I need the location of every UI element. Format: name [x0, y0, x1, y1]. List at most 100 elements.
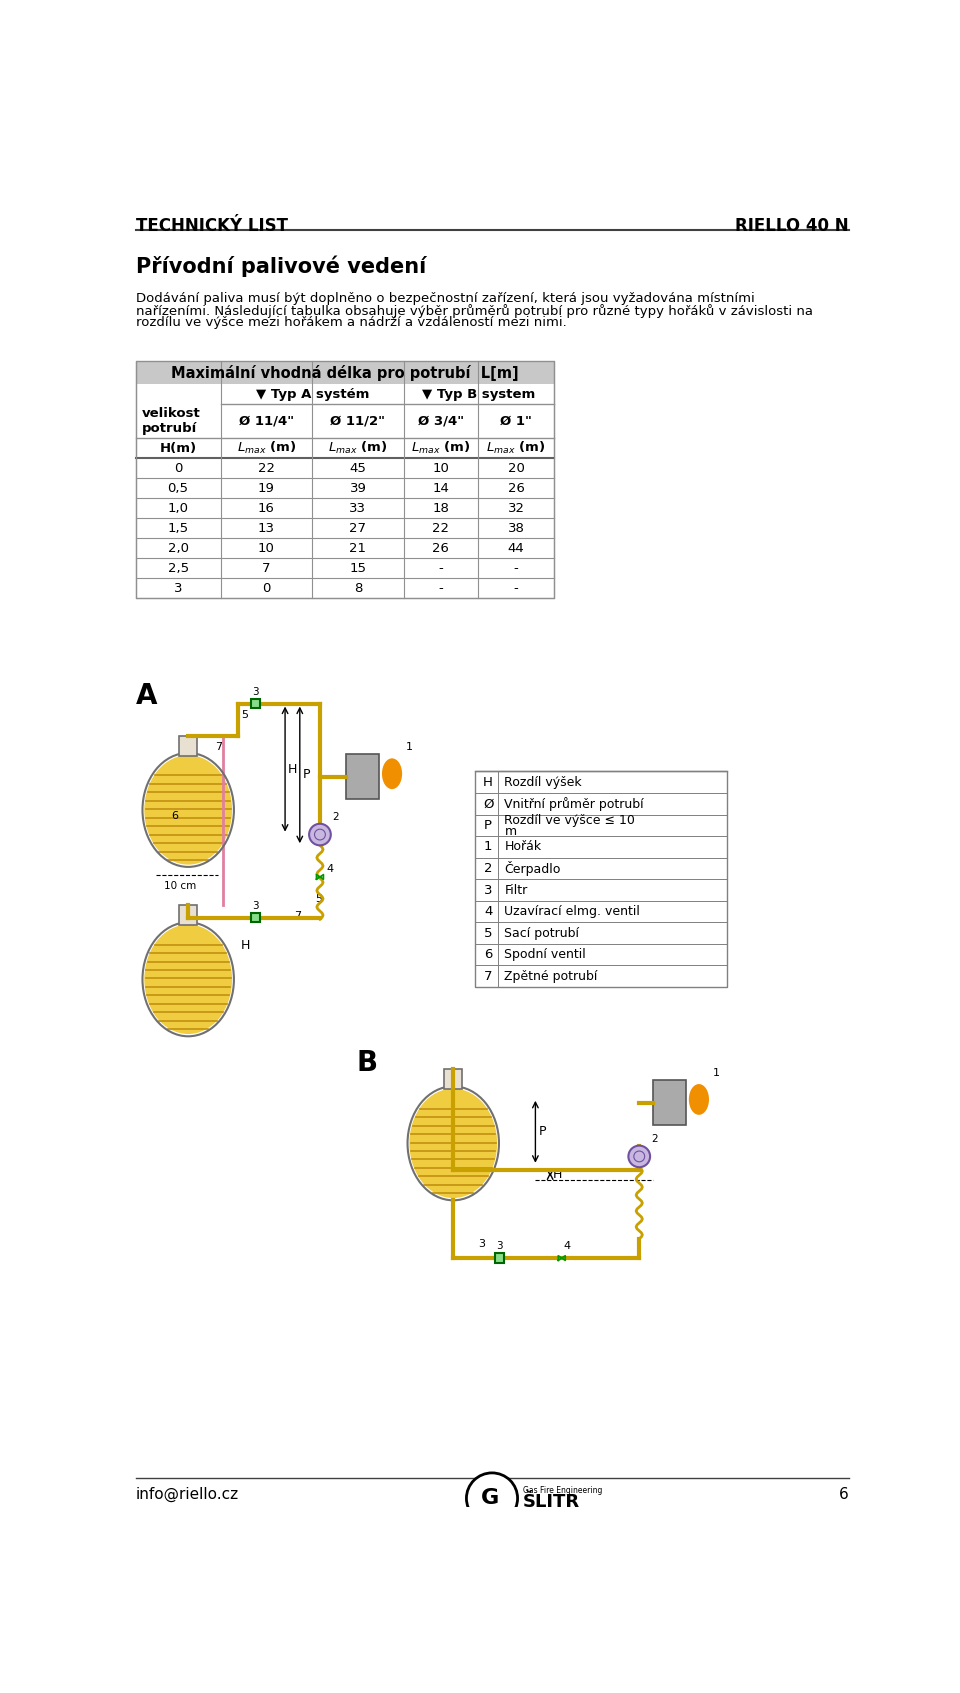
Text: rozdílu ve výšce mezi hořákem a nádrží a vzdáleností mezi nimi.: rozdílu ve výšce mezi hořákem a nádrží a…: [135, 317, 566, 330]
Text: 10: 10: [258, 542, 275, 555]
Text: Čerpadlo: Čerpadlo: [504, 862, 561, 875]
Ellipse shape: [409, 1089, 497, 1199]
Text: 3: 3: [252, 901, 259, 911]
Bar: [475, 772, 727, 987]
Text: 10 cm: 10 cm: [164, 880, 197, 891]
Text: Ø 11/4": Ø 11/4": [239, 415, 294, 428]
Text: 7: 7: [294, 911, 300, 921]
Text: Gas Fire Engineering: Gas Fire Engineering: [523, 1486, 602, 1495]
Text: Vnitřní průměr potrubí: Vnitřní průměr potrubí: [504, 797, 644, 811]
Text: ▼ Typ A systém: ▼ Typ A systém: [255, 388, 369, 401]
Bar: [135, 361, 554, 598]
Text: 3: 3: [478, 1239, 485, 1248]
Text: P: P: [539, 1126, 546, 1138]
Text: $L_{max}$ (m): $L_{max}$ (m): [237, 440, 297, 455]
Text: Zpětné potrubí: Zpětné potrubí: [504, 970, 598, 982]
Text: Filtr: Filtr: [504, 884, 528, 897]
Text: 2,0: 2,0: [168, 542, 188, 555]
Text: 1: 1: [406, 742, 413, 752]
Text: H: H: [241, 938, 251, 951]
Text: H: H: [483, 775, 493, 789]
Text: $L_{max}$ (m): $L_{max}$ (m): [487, 440, 545, 455]
Circle shape: [629, 1146, 650, 1166]
Bar: [251, 913, 260, 923]
Text: -: -: [439, 562, 444, 574]
Text: -: -: [439, 582, 444, 594]
Text: H: H: [553, 1168, 563, 1182]
Bar: [135, 361, 554, 384]
Circle shape: [467, 1473, 517, 1524]
Text: ŠLITR: ŠLITR: [523, 1493, 580, 1512]
Ellipse shape: [150, 792, 228, 862]
Text: H(m): H(m): [159, 442, 197, 454]
Text: 13: 13: [258, 521, 275, 535]
Text: velikost
potrubí: velikost potrubí: [142, 406, 201, 435]
Text: 20: 20: [508, 462, 524, 474]
Text: 3: 3: [496, 1241, 503, 1251]
Text: 1,0: 1,0: [168, 501, 188, 515]
Text: 45: 45: [349, 462, 367, 474]
Text: m: m: [504, 824, 516, 838]
Text: 0,5: 0,5: [168, 481, 188, 494]
Text: 1,5: 1,5: [168, 521, 189, 535]
Text: -: -: [514, 562, 518, 574]
Text: P: P: [303, 769, 310, 782]
Text: 10: 10: [432, 462, 449, 474]
Bar: [347, 755, 379, 799]
Text: 7: 7: [215, 742, 223, 752]
Text: 3: 3: [252, 687, 259, 698]
Text: Rozdíl ve výšce ≤ 10: Rozdíl ve výšce ≤ 10: [504, 814, 636, 828]
Text: 22: 22: [432, 521, 449, 535]
Bar: [180, 736, 198, 757]
Text: -: -: [514, 582, 518, 594]
Text: info@riello.cz: info@riello.cz: [135, 1486, 239, 1502]
Ellipse shape: [689, 1084, 709, 1114]
Text: 6: 6: [171, 811, 179, 821]
Text: Ø: Ø: [483, 797, 493, 811]
Text: 26: 26: [432, 542, 449, 555]
Text: 2: 2: [332, 813, 339, 823]
Text: $L_{max}$ (m): $L_{max}$ (m): [411, 440, 470, 455]
Text: 1: 1: [484, 840, 492, 853]
Text: 21: 21: [349, 542, 367, 555]
Text: B: B: [356, 1048, 377, 1077]
Text: Uzavírací elmg. ventil: Uzavírací elmg. ventil: [504, 906, 640, 918]
Text: 33: 33: [349, 501, 367, 515]
Text: nařízeními. Následující tabulka obsahuje výběr průměrů potrubí pro různé typy ho: nařízeními. Následující tabulka obsahuje…: [135, 305, 812, 318]
Text: 14: 14: [432, 481, 449, 494]
Text: H: H: [288, 762, 298, 775]
Text: $L_{max}$ (m): $L_{max}$ (m): [328, 440, 388, 455]
Text: 0: 0: [174, 462, 182, 474]
Text: 6: 6: [839, 1486, 849, 1502]
Text: 32: 32: [508, 501, 524, 515]
Text: 4: 4: [326, 863, 333, 874]
Text: Hořák: Hořák: [504, 840, 541, 853]
Text: 0: 0: [262, 582, 271, 594]
Text: 7: 7: [484, 970, 492, 982]
Bar: [251, 699, 260, 708]
Ellipse shape: [144, 924, 232, 1034]
Text: 2: 2: [484, 862, 492, 875]
Text: Přívodní palivové vedení: Přívodní palivové vedení: [135, 256, 425, 278]
Ellipse shape: [144, 755, 232, 865]
Text: Dodávání paliva musí být doplněno o bezpečnostní zařízení, která jsou vyžadována: Dodávání paliva musí být doplněno o bezp…: [135, 291, 755, 305]
Text: 44: 44: [508, 542, 524, 555]
Text: 6: 6: [484, 948, 492, 962]
Text: A: A: [135, 682, 157, 709]
Text: 38: 38: [508, 521, 524, 535]
Text: 18: 18: [432, 501, 449, 515]
Text: G: G: [481, 1488, 499, 1508]
Text: 7: 7: [262, 562, 271, 574]
Text: 3: 3: [174, 582, 182, 594]
Ellipse shape: [382, 758, 402, 789]
Text: Maximální vhodná délka pro potrubí  L[m]: Maximální vhodná délka pro potrubí L[m]: [171, 364, 518, 381]
Bar: [653, 1080, 685, 1124]
Text: 5: 5: [315, 894, 323, 904]
Text: 2,5: 2,5: [168, 562, 189, 574]
Text: 5: 5: [241, 709, 248, 720]
Text: Ø 11/2": Ø 11/2": [330, 415, 385, 428]
Text: 4: 4: [564, 1241, 570, 1251]
Text: RIELLO 40 N: RIELLO 40 N: [734, 217, 849, 235]
Text: 26: 26: [508, 481, 524, 494]
Text: 19: 19: [258, 481, 275, 494]
